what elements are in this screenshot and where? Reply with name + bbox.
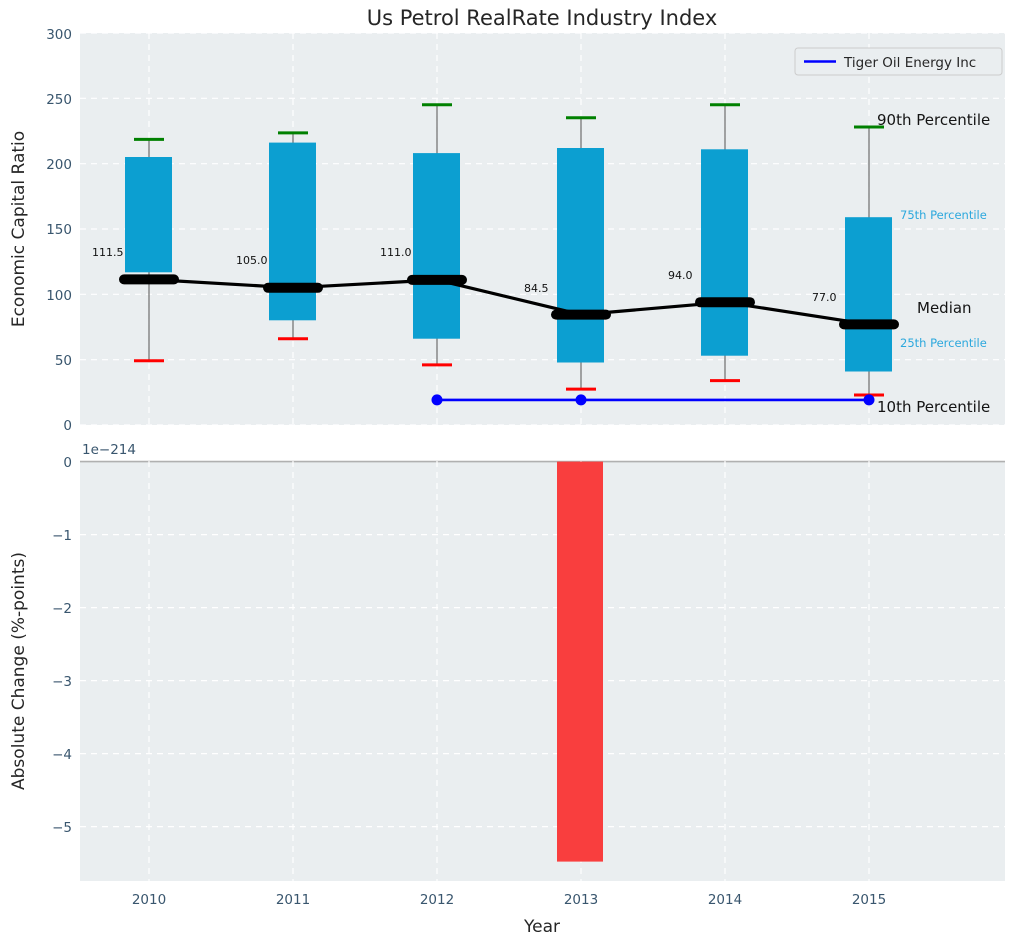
interquartile-box-2015 (845, 217, 892, 372)
interquartile-box-2013 (557, 148, 604, 363)
annotation-25th-percentile: 25th Percentile (900, 336, 987, 350)
legend[interactable]: Tiger Oil Energy Inc (794, 47, 1003, 76)
median-markers (119, 274, 899, 330)
annotation-10th-percentile: 10th Percentile (877, 398, 990, 416)
boxplot-group-2014 (701, 103, 748, 383)
median-value-label-2011: 105.0 (236, 254, 268, 267)
median-value-label-2015: 77.0 (812, 291, 837, 304)
lower-ytick-0: 0 (63, 455, 72, 471)
upper-axes: 111.5 105.0 111.0 84.5 94.0 77.0 90th Pe… (9, 6, 1005, 434)
legend-box (794, 47, 1003, 76)
upper-y-tick-labels: 300 250 200 150 100 50 0 (46, 27, 72, 434)
upper-ytick-100: 100 (46, 288, 72, 304)
lower-ytick-neg1: −1 (52, 528, 72, 544)
lower-ytick-neg5: −5 (52, 820, 72, 836)
upper-ytick-50: 50 (55, 353, 72, 369)
lower-ytick-neg4: −4 (52, 747, 72, 763)
median-value-label-2012: 111.0 (380, 246, 412, 259)
xtick-2014: 2014 (708, 892, 742, 908)
boxplot-group-2011 (269, 131, 316, 341)
page-title: Us Petrol RealRate Industry Index (367, 6, 718, 30)
company-marker-2015 (863, 394, 875, 406)
annotation-75th-percentile: 75th Percentile (900, 208, 987, 222)
x-axis-label: Year (523, 917, 560, 937)
xtick-2015: 2015 (852, 892, 886, 908)
upper-y-axis-label: Economic Capital Ratio (9, 131, 29, 327)
company-series-markers (431, 394, 875, 406)
lower-ytick-neg3: −3 (52, 674, 72, 690)
lower-y-axis-label: Absolute Change (%-points) (9, 552, 29, 790)
lower-axes: 0 −1 −2 −3 −4 −5 1e−214 Absolute Change … (9, 442, 1005, 937)
median-value-label-2014: 94.0 (668, 269, 693, 282)
lower-y-offset-text: 1e−214 (82, 442, 136, 458)
absolute-change-bar-2013 (557, 461, 603, 862)
upper-ytick-150: 150 (46, 222, 72, 238)
xtick-2010: 2010 (132, 892, 166, 908)
x-tick-labels: 2010 2011 2012 2013 2014 2015 (132, 892, 886, 908)
lower-horizontal-gridlines (80, 533, 1005, 828)
median-value-label-2013: 84.5 (524, 282, 549, 295)
boxplot-group-2015 (845, 125, 892, 397)
upper-ytick-300: 300 (46, 27, 72, 43)
interquartile-box-2014 (701, 149, 748, 356)
company-marker-2012 (431, 394, 443, 406)
median-value-label-2010: 111.5 (92, 246, 124, 259)
legend-label-tiger-oil-energy-inc: Tiger Oil Energy Inc (843, 55, 976, 71)
annotation-90th-percentile: 90th Percentile (877, 111, 990, 129)
boxplot-group-2010 (125, 137, 172, 363)
upper-ytick-250: 250 (46, 92, 72, 108)
boxplot-group-2013 (557, 116, 604, 391)
interquartile-box-2011 (269, 142, 316, 321)
lower-ytick-neg2: −2 (52, 601, 72, 617)
boxplot-group-2012 (413, 103, 460, 367)
xtick-2013: 2013 (564, 892, 598, 908)
lower-y-tick-labels: 0 −1 −2 −3 −4 −5 (52, 455, 72, 836)
interquartile-box-2012 (413, 153, 460, 339)
xtick-2011: 2011 (276, 892, 310, 908)
xtick-2012: 2012 (420, 892, 454, 908)
annotation-median: Median (917, 299, 972, 317)
lower-plot-background (80, 461, 1005, 881)
company-marker-2013 (575, 394, 587, 406)
upper-ytick-200: 200 (46, 157, 72, 173)
upper-ytick-0: 0 (63, 418, 72, 434)
interquartile-box-2010 (125, 157, 172, 273)
